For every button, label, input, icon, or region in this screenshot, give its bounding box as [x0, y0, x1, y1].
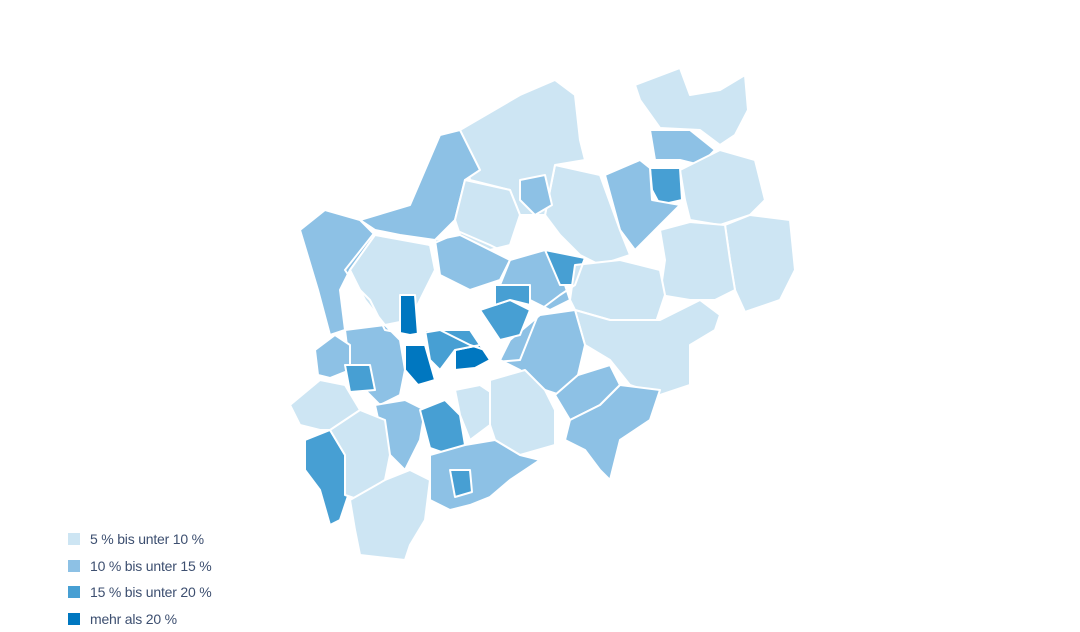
map-region	[634, 67, 749, 146]
map-region	[494, 284, 531, 306]
map-region	[349, 469, 431, 561]
map-region	[299, 209, 376, 336]
map-region	[314, 334, 351, 379]
legend-item-10-15: 10 % bis unter 15 %	[68, 553, 212, 580]
map-region	[659, 221, 736, 301]
legend-label: 10 % bis unter 15 %	[90, 557, 212, 574]
legend-swatch	[68, 586, 80, 599]
map-region	[574, 299, 721, 396]
map-region	[399, 294, 419, 336]
legend-swatch	[68, 612, 80, 625]
legend-label: 5 % bis unter 10 %	[90, 531, 204, 548]
legend: 5 % bis unter 10 % 10 % bis unter 15 % 1…	[68, 526, 212, 632]
legend-item-15-20: 15 % bis unter 20 %	[68, 579, 212, 606]
legend-item-over-20: mehr als 20 %	[68, 606, 212, 632]
legend-swatch	[68, 559, 80, 572]
map-region	[564, 384, 661, 481]
map-region	[724, 214, 796, 313]
legend-item-5-10: 5 % bis unter 10 %	[68, 526, 212, 553]
map-region	[489, 369, 556, 456]
map-region	[519, 174, 553, 216]
map-region	[344, 364, 376, 393]
legend-label: mehr als 20 %	[90, 610, 177, 627]
map-region	[604, 159, 681, 251]
map-region	[649, 167, 683, 206]
ruhr-region-outline	[344, 231, 586, 363]
legend-swatch	[68, 533, 80, 546]
map-region	[424, 329, 481, 371]
map-region	[449, 469, 473, 498]
legend-label: 15 % bis unter 20 %	[90, 584, 212, 601]
